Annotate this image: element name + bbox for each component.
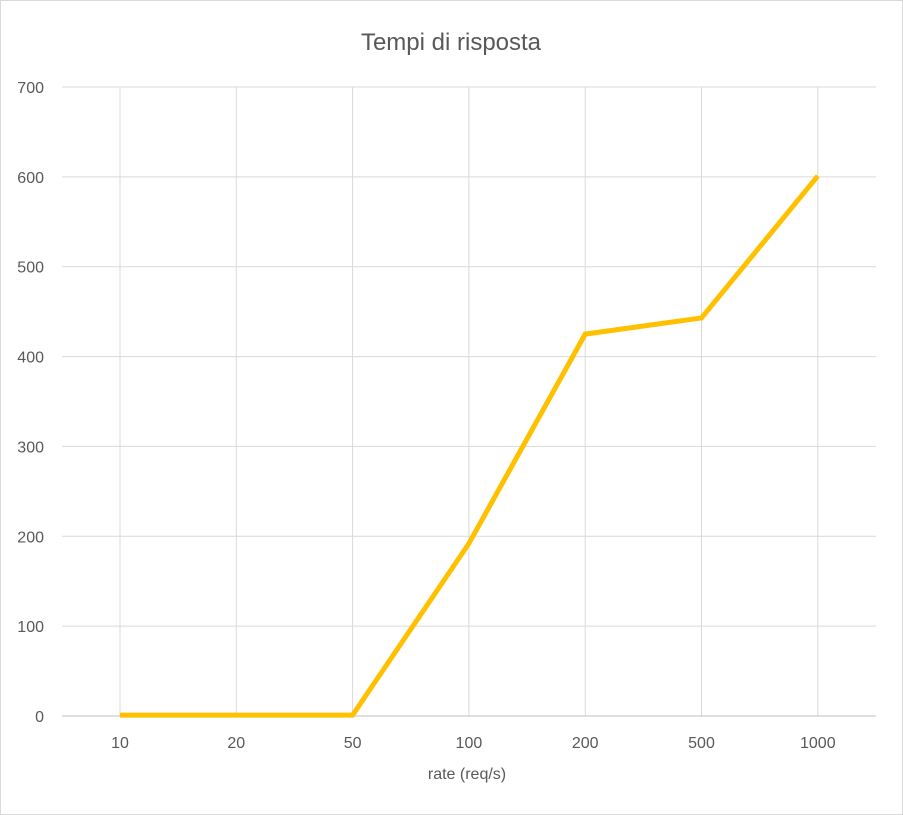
- y-tick-label: 500: [17, 260, 44, 277]
- x-tick-label: 200: [572, 735, 599, 752]
- y-axis-ticks: 0 100 200 300 400 500 600 700: [17, 80, 44, 726]
- y-tick-label: 100: [17, 619, 44, 636]
- x-axis-ticks: 10 20 50 100 200 500 1000: [111, 735, 836, 752]
- x-axis-label: rate (req/s): [428, 766, 506, 783]
- y-tick-label: 0: [35, 709, 44, 726]
- x-tick-label: 20: [227, 735, 245, 752]
- x-tick-label: 100: [456, 735, 483, 752]
- x-tick-label: 10: [111, 735, 129, 752]
- grid-layer: [62, 86, 876, 717]
- y-tick-label: 200: [17, 529, 44, 546]
- x-tick-label: 500: [688, 735, 715, 752]
- series-layer: [120, 174, 820, 718]
- y-tick-label: 300: [17, 439, 44, 456]
- series-line: [120, 174, 820, 718]
- x-tick-label: 1000: [800, 735, 836, 752]
- chart-title: Tempi di risposta: [361, 29, 542, 56]
- y-tick-label: 400: [17, 350, 44, 367]
- x-tick-label: 50: [344, 735, 362, 752]
- y-tick-label: 700: [17, 80, 44, 97]
- y-tick-label: 600: [17, 170, 44, 187]
